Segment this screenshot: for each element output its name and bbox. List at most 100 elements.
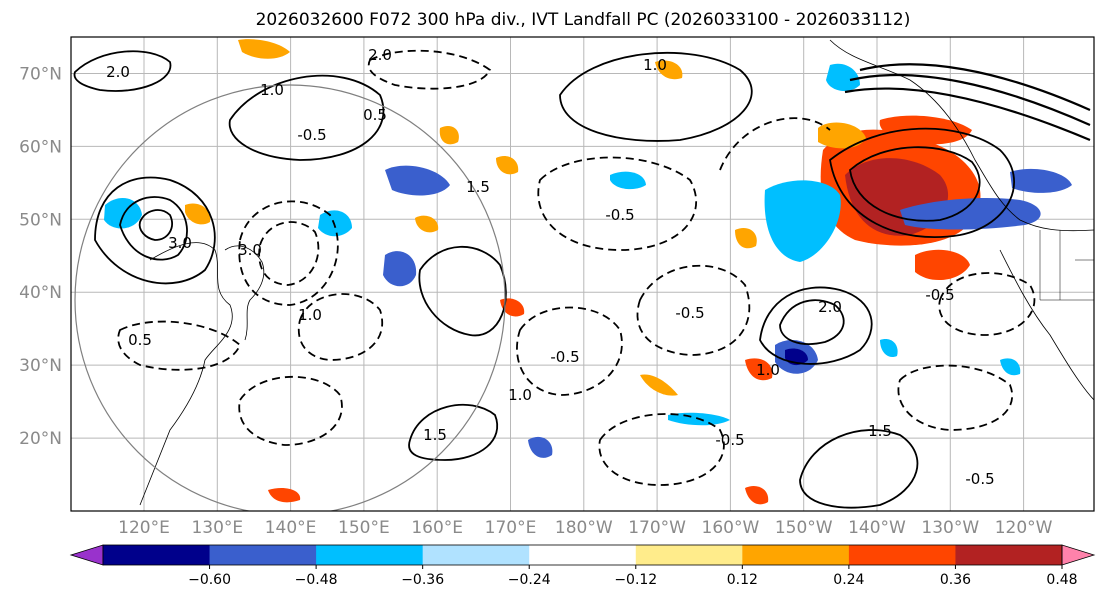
colorbar-tick-label: 0.24 xyxy=(833,572,864,588)
contour-line xyxy=(897,364,1013,431)
div-blob xyxy=(318,210,352,237)
contour-line xyxy=(516,306,623,396)
contour-line xyxy=(117,320,242,371)
coastlines xyxy=(139,39,1094,506)
contour-label: 1.5 xyxy=(423,426,447,444)
contour-line xyxy=(849,73,1091,127)
coastline xyxy=(224,245,265,341)
div-blob xyxy=(185,203,211,225)
map-field: 2.0 1.0 0.5 -0.5 3.0 1.5 -0.5 2.0 1.5 -0.5 1.0 -0.5… xyxy=(73,39,1094,511)
coastline xyxy=(999,249,1094,401)
lat-tick-label: 20°N xyxy=(19,429,62,449)
div-blob xyxy=(1000,358,1021,376)
lat-tick-label: 40°N xyxy=(19,283,62,303)
colorbar-tick-label: 0.36 xyxy=(940,572,971,588)
lat-tick-label: 60°N xyxy=(19,137,62,157)
colorbar-tick-label: −0.60 xyxy=(188,572,231,588)
div-blob xyxy=(655,60,683,80)
contour-label: 0.5 xyxy=(363,106,387,124)
div-blob xyxy=(880,339,898,358)
contour-line xyxy=(367,49,492,90)
convergence-contours xyxy=(117,49,1036,486)
colorbar-tick-label: −0.36 xyxy=(401,572,444,588)
contour-label: 2.0 xyxy=(368,46,392,64)
lon-tick-label: 160°W xyxy=(702,518,760,538)
contour-label: -0.5 xyxy=(715,431,744,449)
colorbar-segment xyxy=(316,545,424,565)
div-blob xyxy=(745,358,773,381)
lon-tick-label: 170°E xyxy=(485,518,537,538)
contour-line xyxy=(297,293,383,361)
contour-line xyxy=(238,200,339,306)
div-blob xyxy=(385,165,450,196)
contour-line xyxy=(719,117,831,171)
contour-label: -0.5 xyxy=(675,304,704,322)
contour-line xyxy=(73,50,172,92)
div-blob xyxy=(238,39,290,59)
div-blob xyxy=(528,436,553,458)
div-blob xyxy=(735,227,757,249)
contour-line xyxy=(938,272,1036,336)
div-blob xyxy=(826,63,860,92)
contour-line xyxy=(238,375,343,446)
contour-line xyxy=(559,51,753,142)
contour-line xyxy=(138,209,173,241)
contour-line xyxy=(799,429,919,509)
colorbar-tick-label: 0.48 xyxy=(1046,572,1077,588)
reference-circle xyxy=(74,84,506,511)
colorbar-segment xyxy=(635,545,743,565)
lon-tick-label: 150°E xyxy=(338,518,390,538)
contour-line xyxy=(844,87,1091,142)
contour-label: 3.0 xyxy=(168,234,192,252)
colorbar-outline xyxy=(102,544,1063,566)
contour-labels: 2.0 1.0 0.5 -0.5 3.0 1.5 -0.5 2.0 1.5 -0.5 1.0 -0.5… xyxy=(106,46,995,488)
contour-line xyxy=(119,196,188,261)
colorbar: −0.60 −0.48 −0.36 −0.24 −0.12 0.12 0.24 0.36 0.4… xyxy=(69,544,1096,588)
div-blob xyxy=(640,374,678,396)
contour-label: 2.0 xyxy=(106,63,130,81)
colorbar-segment xyxy=(742,545,850,565)
div-blob xyxy=(879,115,972,145)
colorbar-segment xyxy=(103,545,211,565)
div-blob xyxy=(764,180,841,262)
div-blob xyxy=(439,125,459,145)
contour-line xyxy=(636,264,751,356)
div-blob xyxy=(1010,168,1072,193)
colorbar-segment xyxy=(955,545,1063,565)
lat-tick-label: 30°N xyxy=(19,356,62,376)
colorbar-tick-label: −0.24 xyxy=(508,572,551,588)
contour-label: 1.5 xyxy=(466,178,490,196)
contour-label: -0.5 xyxy=(605,206,634,224)
contour-line xyxy=(418,245,507,337)
colorbar-tick-label: −0.12 xyxy=(614,572,657,588)
colorbar-segment xyxy=(848,545,956,565)
contour-label: 1.0 xyxy=(643,56,667,74)
lon-tick-label: 120°E xyxy=(118,518,170,538)
contour-label: -0.5 xyxy=(550,348,579,366)
lon-tick-label: 160°E xyxy=(411,518,463,538)
chart-title: 2026032600 F072 300 hPa div., IVT Landfa… xyxy=(256,10,911,30)
lat-tick-label: 50°N xyxy=(19,210,62,230)
contour-label: 1.5 xyxy=(868,422,892,440)
contour-label: 1.0 xyxy=(756,361,780,379)
contour-line xyxy=(759,286,873,365)
contour-label: 2.0 xyxy=(818,298,842,316)
contour-line xyxy=(537,156,698,251)
contour-line xyxy=(779,299,845,345)
div-blob xyxy=(745,485,769,505)
div-blob xyxy=(268,488,301,503)
div-blob xyxy=(383,251,417,287)
divergence-contours xyxy=(73,50,1091,509)
colorbar-segment xyxy=(422,545,530,565)
lon-tick-label: 180°W xyxy=(555,518,613,538)
contour-label: -0.5 xyxy=(297,126,326,144)
div-blob xyxy=(415,215,439,233)
contour-line xyxy=(598,413,725,486)
lon-tick-label: 120°W xyxy=(995,518,1053,538)
divergence-shading xyxy=(104,39,1072,505)
div-blob xyxy=(610,171,646,190)
div-blob xyxy=(104,197,142,229)
coastline xyxy=(139,242,233,506)
colorbar-tick-label: −0.48 xyxy=(295,572,338,588)
